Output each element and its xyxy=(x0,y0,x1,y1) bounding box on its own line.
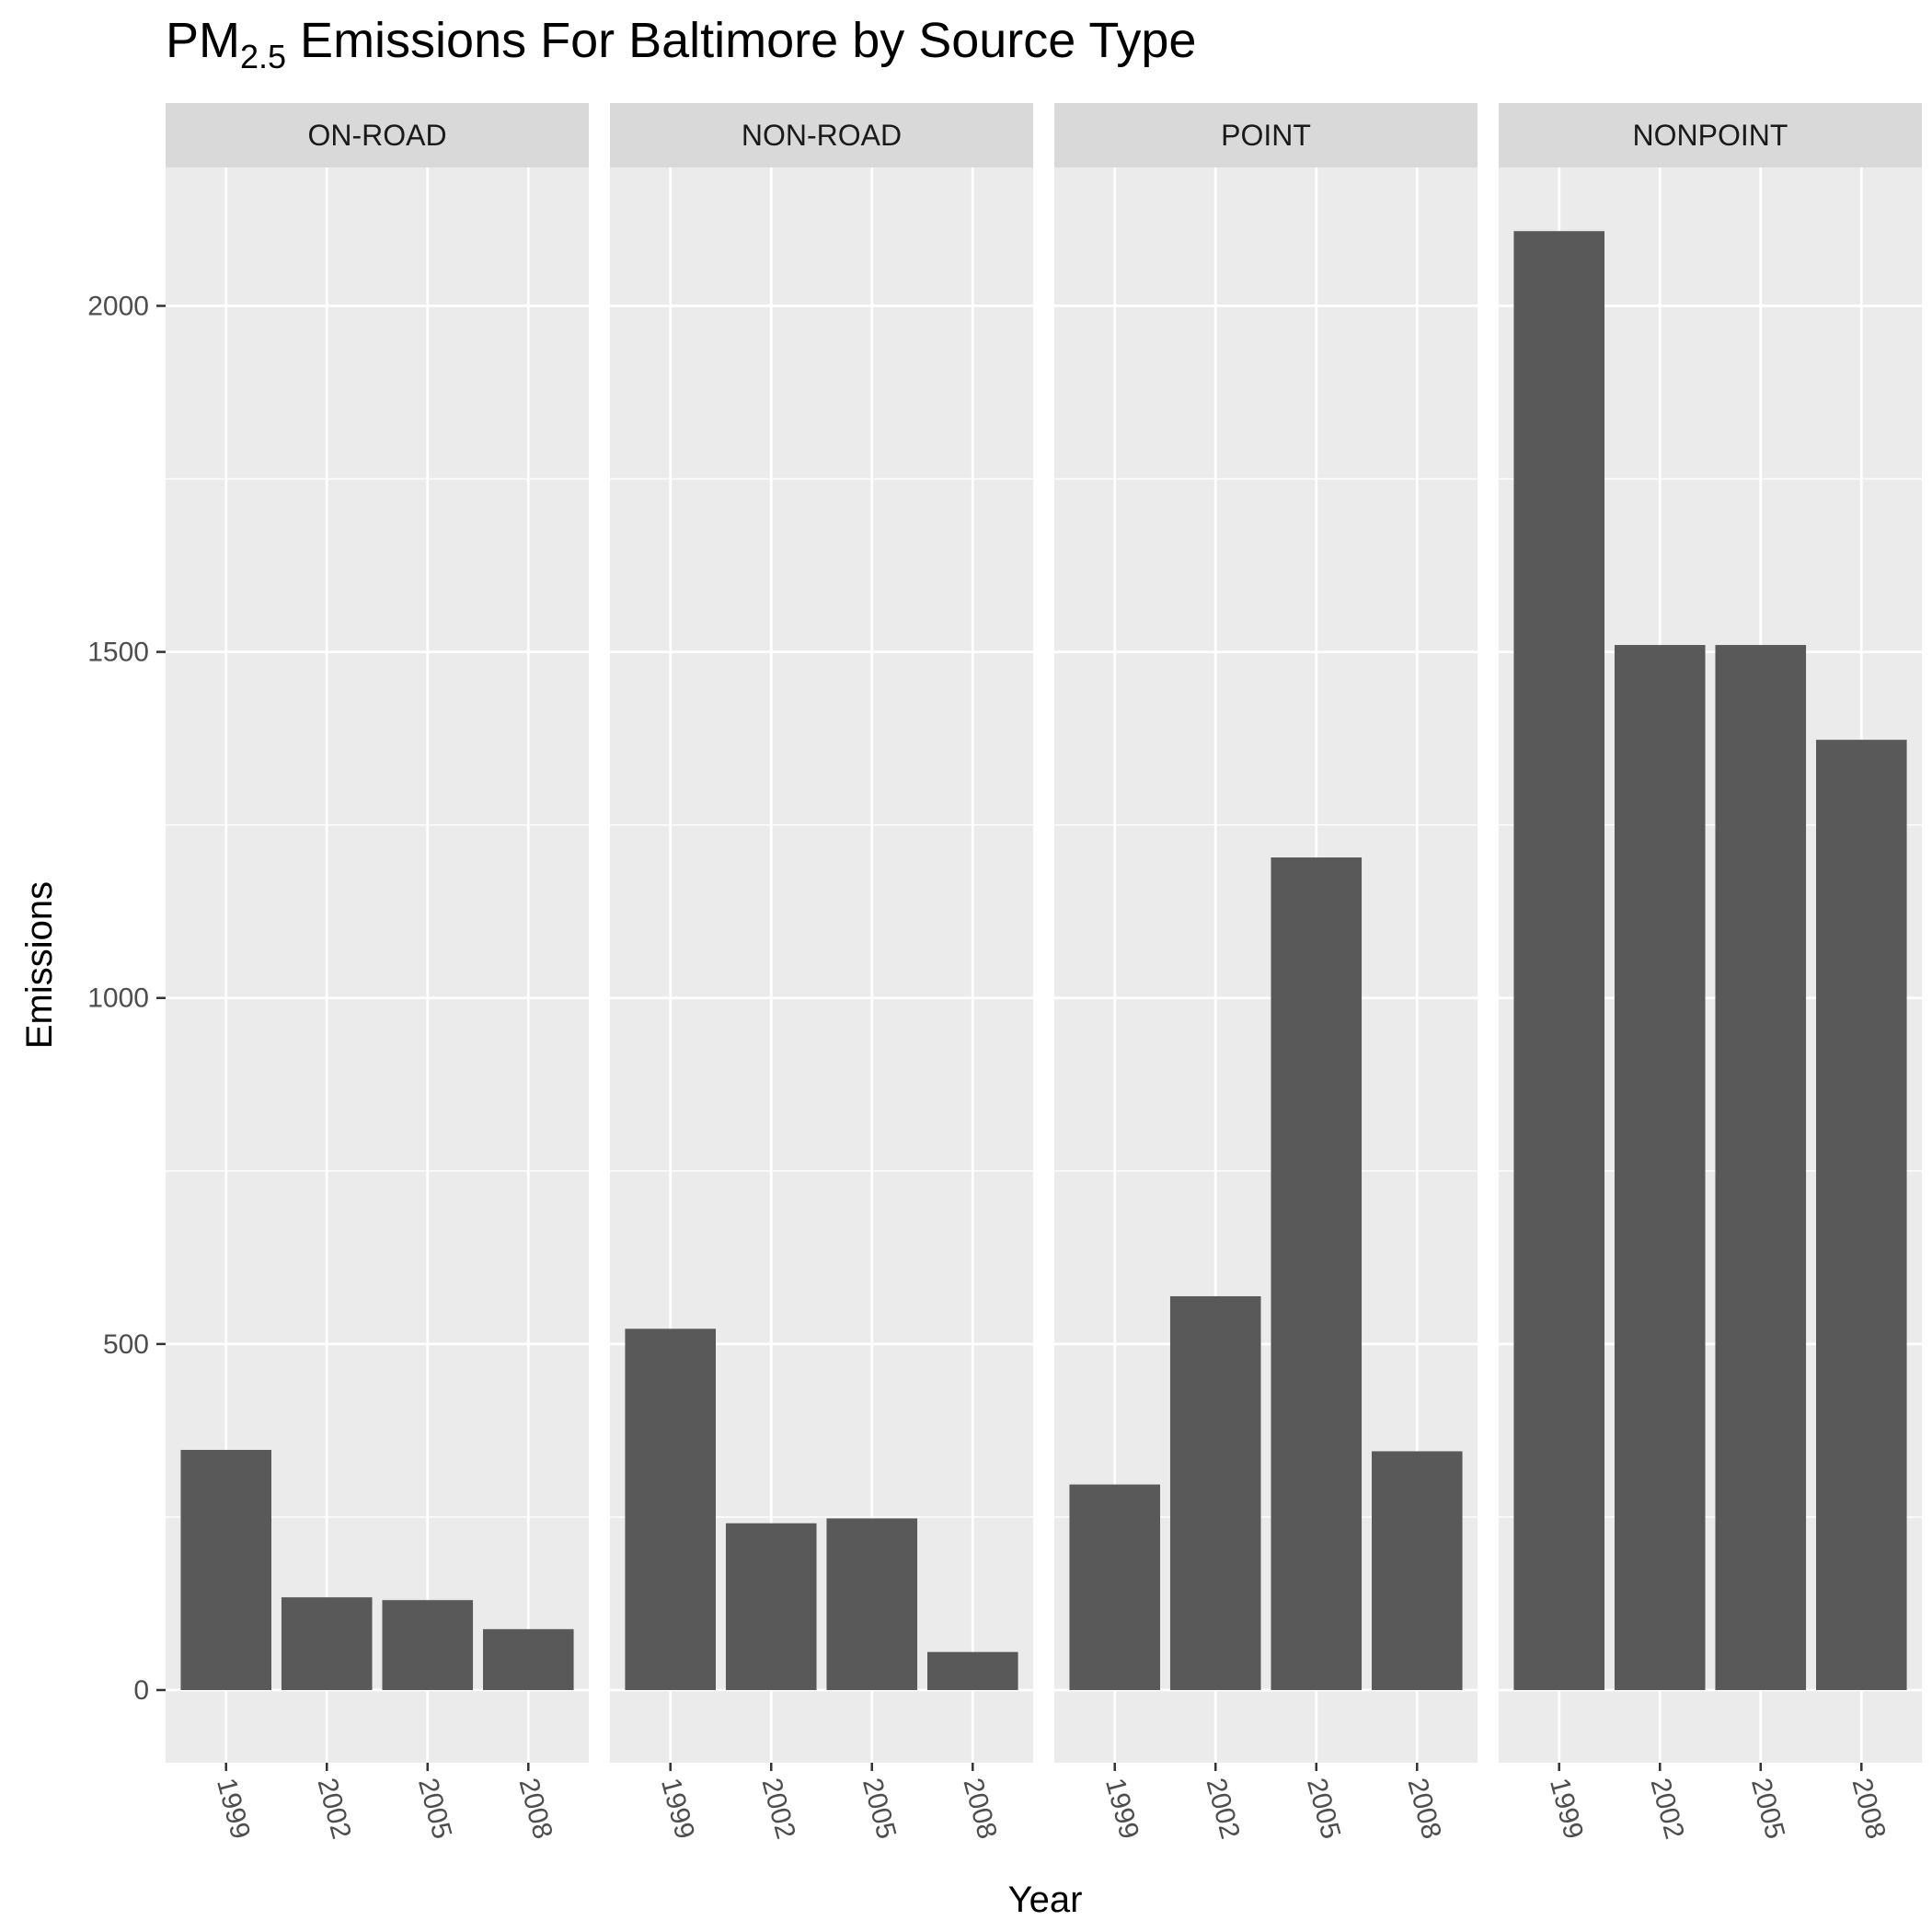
bar-on-road-2002 xyxy=(281,1597,373,1691)
facet-strip xyxy=(1054,103,1478,167)
chart-title-suffix: Emissions For Baltimore by Source Type xyxy=(286,13,1196,68)
bar-nonpoint-2002 xyxy=(1614,645,1706,1691)
facet-strip-label: NON-ROAD xyxy=(742,119,902,152)
bar-point-2008 xyxy=(1372,1451,1463,1691)
bar-nonpoint-2005 xyxy=(1715,645,1807,1691)
facet-strip-label: POINT xyxy=(1221,119,1311,152)
bar-nonpoint-1999 xyxy=(1513,231,1604,1691)
y-tick-label: 2000 xyxy=(87,291,149,321)
facet-panel-non-road: NON-ROAD 1999 2002 2005 2008 xyxy=(610,103,1033,1842)
bar-non-road-2002 xyxy=(725,1523,817,1691)
bar-on-road-2005 xyxy=(382,1600,474,1691)
facet-panels: ON-ROAD 1999 2002 2005 2008 NON-ROAD 1999 2002 2… xyxy=(166,103,1922,1842)
bar-on-road-1999 xyxy=(180,1449,271,1691)
facet-panel-nonpoint: NONPOINT 1999 2002 2005 2008 xyxy=(1499,103,1922,1842)
y-axis: 0 500 1000 1500 2000 xyxy=(87,291,166,1706)
x-tick-label: 2002 xyxy=(755,1775,800,1842)
x-tick-label: 2002 xyxy=(1644,1775,1689,1842)
bar-point-2005 xyxy=(1271,857,1363,1691)
chart-title-prefix: PM xyxy=(166,13,240,68)
x-tick-label: 2005 xyxy=(1745,1775,1790,1842)
x-tick-label: 2005 xyxy=(857,1775,902,1842)
bar-nonpoint-2008 xyxy=(1816,740,1907,1691)
x-tick-label: 2008 xyxy=(1402,1775,1447,1842)
facet-strip-label: NONPOINT xyxy=(1633,119,1788,152)
bar-on-road-2008 xyxy=(483,1628,574,1691)
facet-strip xyxy=(166,103,589,167)
facet-strip xyxy=(610,103,1033,167)
chart-title-subscript: 2.5 xyxy=(240,38,286,75)
x-tick-label: 2002 xyxy=(1200,1775,1245,1842)
x-tick-label: 2008 xyxy=(958,1775,1003,1842)
bar-point-2002 xyxy=(1169,1295,1261,1691)
bar-non-road-1999 xyxy=(625,1328,716,1691)
x-tick-label: 1999 xyxy=(1544,1775,1589,1842)
y-tick-label: 0 xyxy=(133,1675,149,1706)
bar-non-road-2005 xyxy=(826,1518,918,1691)
y-axis-title: Emissions xyxy=(19,881,60,1049)
x-tick-label: 1999 xyxy=(655,1775,700,1842)
y-tick-label: 1500 xyxy=(87,638,149,668)
x-tick-label: 2005 xyxy=(412,1775,457,1842)
x-tick-label: 2008 xyxy=(513,1775,558,1842)
x-tick-label: 2005 xyxy=(1301,1775,1346,1842)
y-tick-label: 500 xyxy=(103,1329,149,1360)
facet-strip-label: ON-ROAD xyxy=(307,119,446,152)
y-tick-label: 1000 xyxy=(87,983,149,1014)
facet-strip xyxy=(1499,103,1922,167)
facet-panel-point: POINT 1999 2002 2005 2008 xyxy=(1054,103,1478,1842)
bar-point-1999 xyxy=(1069,1484,1160,1691)
x-tick-label: 1999 xyxy=(211,1775,256,1842)
x-tick-label: 2008 xyxy=(1846,1775,1892,1842)
x-tick-label: 1999 xyxy=(1099,1775,1144,1842)
x-axis-title: Year xyxy=(1008,1880,1083,1920)
facet-panel-on-road: ON-ROAD 1999 2002 2005 2008 xyxy=(166,103,589,1842)
x-tick-label: 2002 xyxy=(311,1775,356,1842)
bar-non-road-2008 xyxy=(927,1651,1018,1691)
chart-title: PM2.5 Emissions For Baltimore by Source … xyxy=(166,13,1196,75)
